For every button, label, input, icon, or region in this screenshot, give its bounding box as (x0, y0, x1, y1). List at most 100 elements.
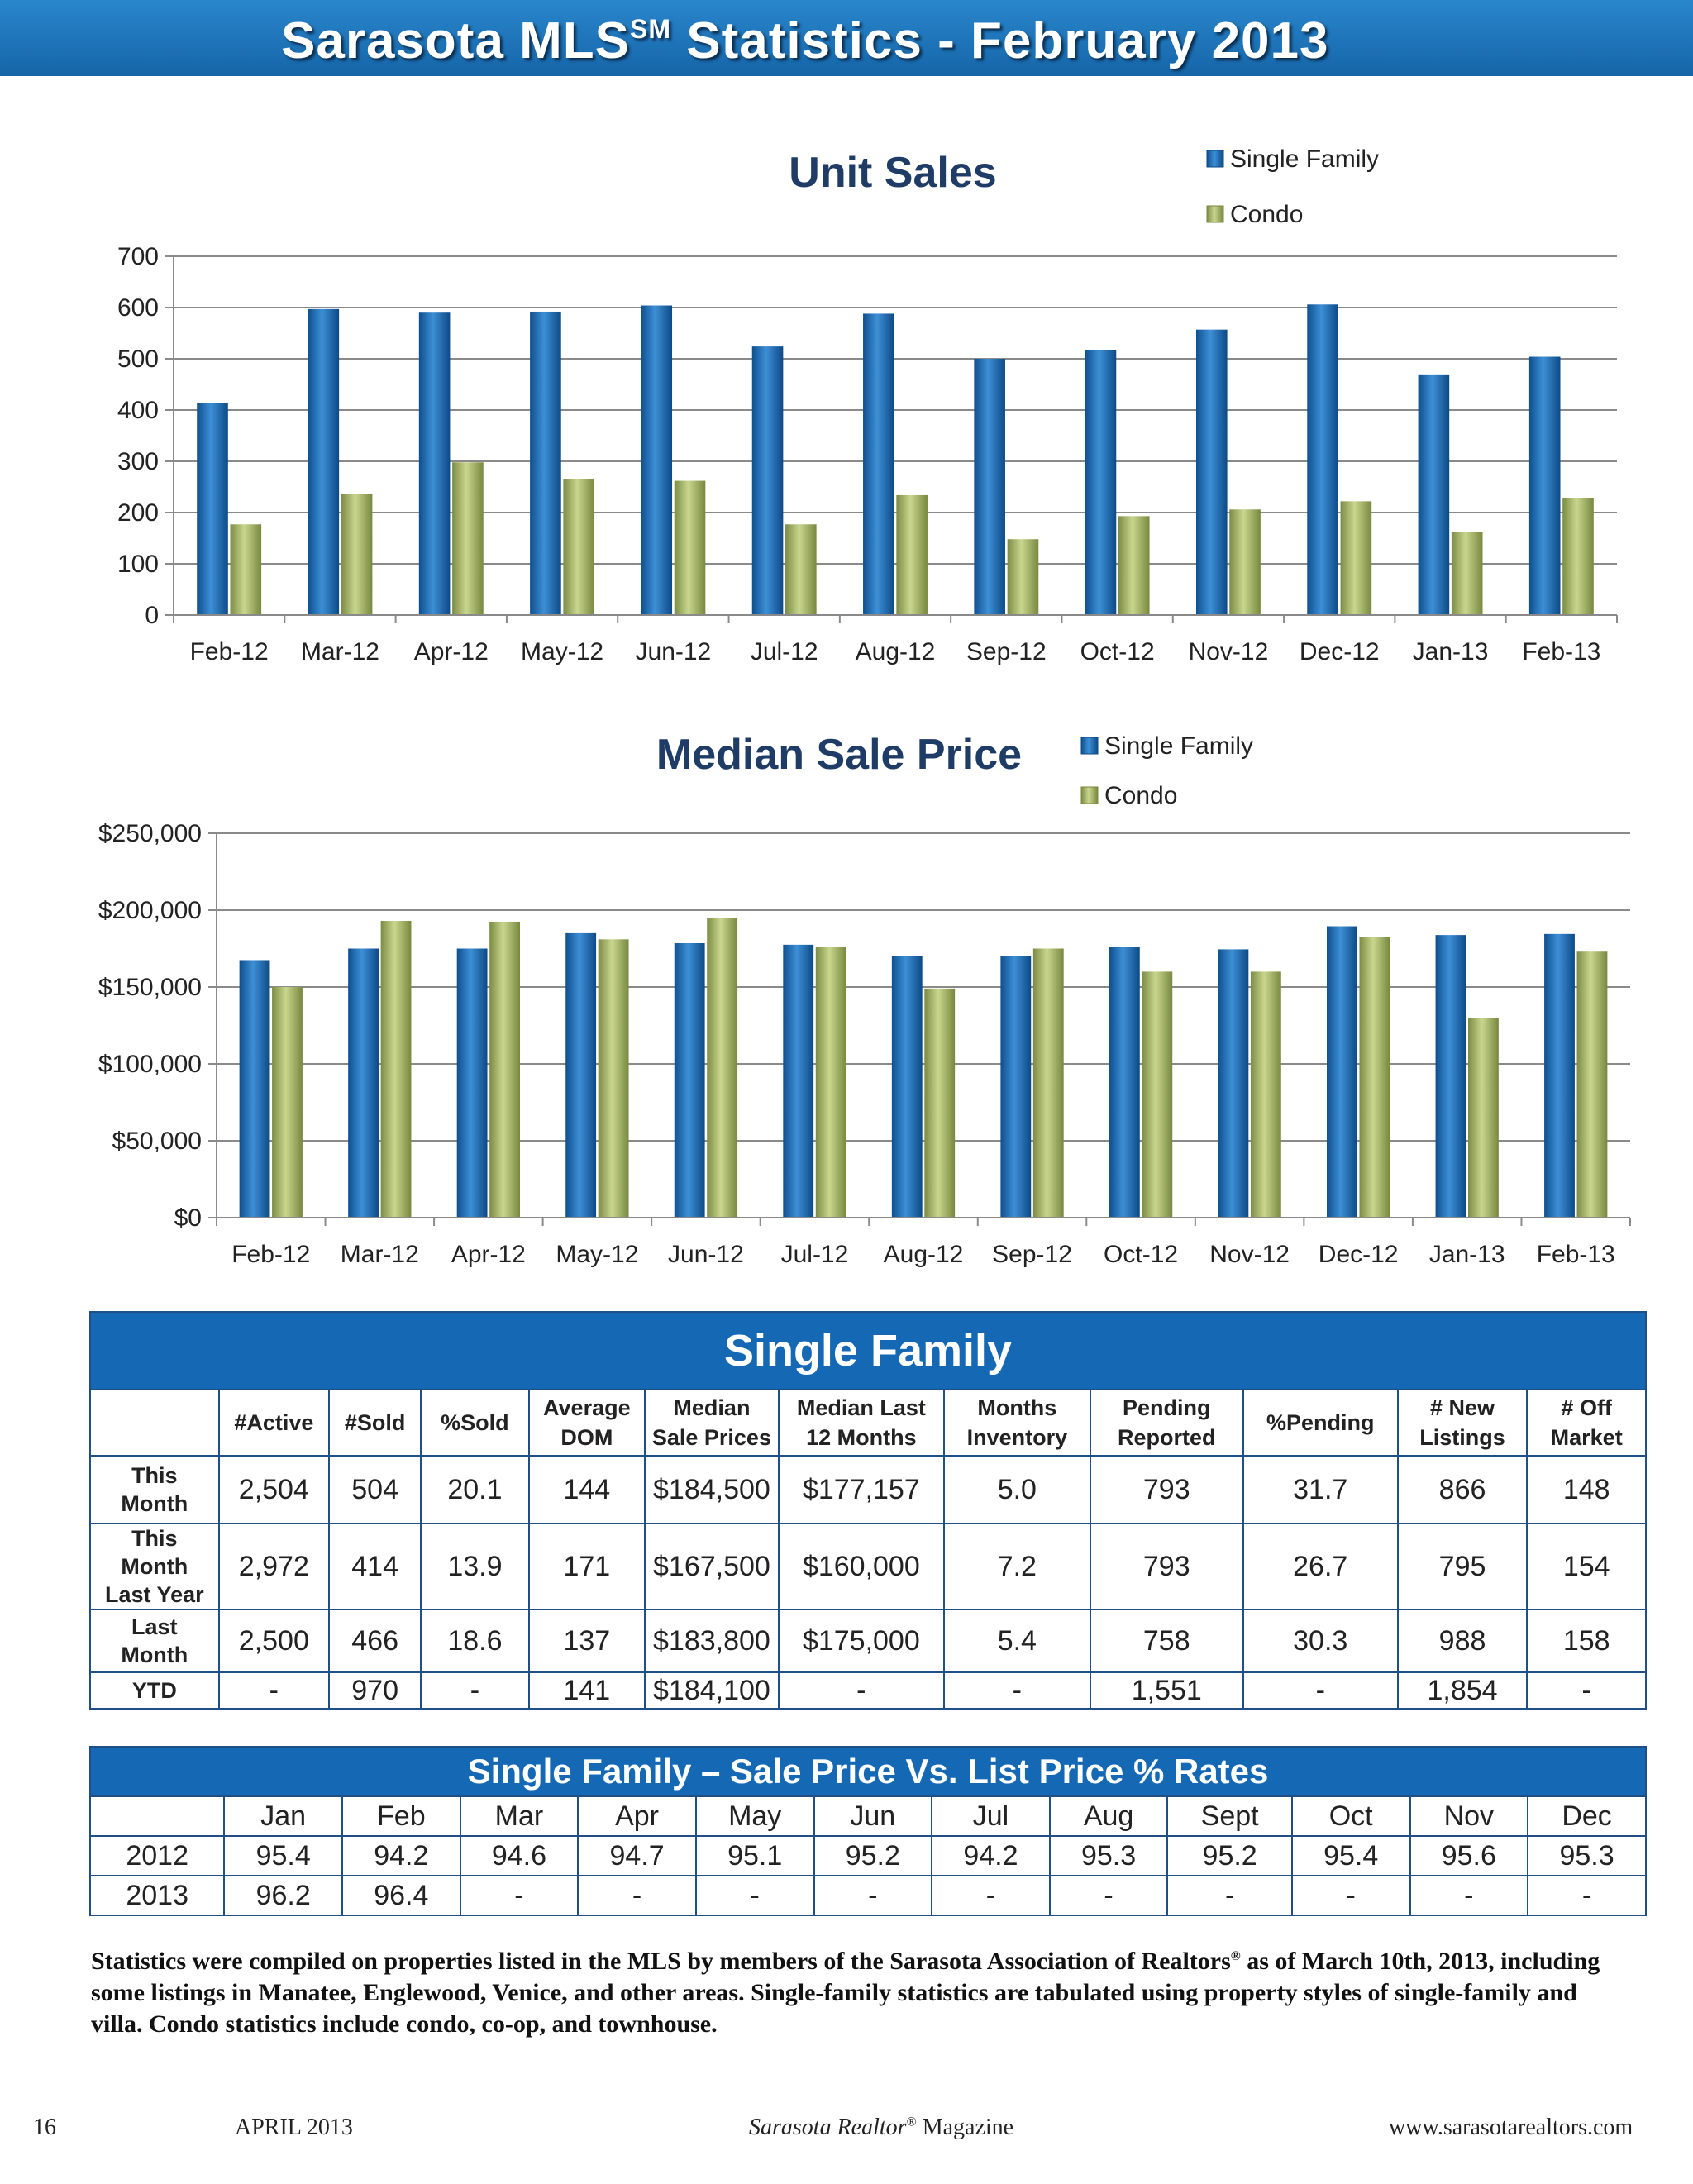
table-cell: 148 (1526, 1455, 1647, 1524)
table-cell: 158 (1526, 1609, 1647, 1673)
table-cell: 18.6 (420, 1609, 530, 1673)
column-header: Apr (577, 1795, 697, 1837)
bar-single-family: Single Family Dec-12: 189500 (1327, 926, 1357, 1218)
bar-single-family: Single Family Nov-12: 174500 (1218, 949, 1249, 1218)
row-label: Last Month (89, 1609, 220, 1673)
column-header: Feb (341, 1795, 461, 1837)
bar-condo: Condo Jun-12: 262 (674, 480, 706, 615)
table-cell: - (577, 1875, 697, 1916)
column-header: %Pending (1242, 1389, 1399, 1457)
bar-condo: Condo Feb-12: 150000 (272, 987, 303, 1218)
table-cell: 26.7 (1242, 1523, 1399, 1610)
table-cell: $183,800 (644, 1609, 780, 1673)
table-cell: 31.7 (1242, 1455, 1399, 1524)
table-cell: 5.0 (942, 1455, 1091, 1524)
y-tick-label: $250,000 (98, 820, 202, 847)
table-cell: 94.7 (577, 1835, 697, 1876)
y-tick-label: $0 (174, 1204, 202, 1232)
table-cell: 466 (328, 1609, 422, 1673)
table-cell: - (217, 1671, 331, 1710)
table-cell: 970 (328, 1671, 422, 1710)
bar-single-family: Single Family Feb-13: 504 (1528, 356, 1561, 615)
legend-swatch (1080, 786, 1099, 804)
table-row: 2012 95.4 94.2 94.6 94.7 95.1 95.2 94.2 95.3 95.2… (88, 1835, 1647, 1876)
x-tick-label: Sep-12 (966, 638, 1047, 665)
table-cell: 95.1 (694, 1835, 815, 1876)
column-header: # Off Market (1526, 1389, 1647, 1457)
column-header: Oct (1290, 1795, 1411, 1837)
table-cell: 94.2 (931, 1835, 1051, 1876)
table-cell: $177,157 (777, 1455, 945, 1524)
bar-single-family: Single Family Jan-13: 183800 (1435, 935, 1466, 1218)
column-header: Nov (1409, 1795, 1529, 1837)
table-cell: 95.6 (1409, 1835, 1529, 1876)
x-tick-label: Jan-13 (1413, 638, 1489, 665)
table-cell: 414 (328, 1523, 422, 1610)
table-cell: - (1409, 1875, 1529, 1916)
x-tick-label: Jan-13 (1429, 1241, 1505, 1268)
table-cell: 137 (527, 1609, 646, 1673)
bar-single-family: Single Family Oct-12: 176000 (1109, 947, 1140, 1218)
y-tick-label: 500 (117, 346, 159, 373)
x-tick-label: Aug-12 (856, 638, 936, 665)
bar-single-family: Single Family Jul-12: 524 (751, 346, 784, 615)
x-tick-label: Mar-12 (301, 638, 379, 665)
bar-single-family: Single Family Aug-12: 170000 (891, 956, 923, 1218)
bar-single-family: Single Family Oct-12: 517 (1085, 350, 1117, 615)
column-header: %Sold (420, 1389, 530, 1457)
table-cell: 95.3 (1527, 1835, 1647, 1876)
table-cell: 96.4 (341, 1875, 461, 1916)
table-cell: 793 (1089, 1523, 1244, 1610)
bar-condo: Condo Feb-13: 229 (1562, 498, 1594, 615)
bar-single-family: Single Family Feb-12: 167500 (239, 960, 270, 1218)
column-header: Median Sale Prices (644, 1389, 780, 1457)
bar-condo: Condo Apr-12: 192500 (489, 921, 520, 1218)
y-tick-label: 700 (117, 243, 159, 270)
x-tick-label: Apr-12 (414, 638, 489, 665)
table-cell: - (931, 1875, 1051, 1916)
column-header: #Active (217, 1389, 331, 1457)
table-cell: $160,000 (777, 1523, 945, 1610)
table-cell: 95.4 (223, 1835, 343, 1876)
column-header-blank (88, 1795, 226, 1837)
x-tick-label: Feb-12 (190, 638, 269, 665)
table-cell: 94.6 (459, 1835, 579, 1876)
bar-condo: Condo Jun-12: 195000 (707, 918, 738, 1218)
statistics-footnote: Statistics were compiled on properties l… (91, 1948, 1600, 2038)
bar-single-family: Single Family Aug-12: 588 (863, 313, 894, 615)
legend-swatch (1080, 737, 1099, 755)
x-tick-label: Dec-12 (1319, 1241, 1399, 1268)
table-cell: 1,551 (1089, 1671, 1244, 1710)
table-cell: $167,500 (644, 1523, 780, 1610)
bar-condo: Condo Nov-12: 206 (1229, 509, 1261, 615)
table-row: 2013 96.2 96.4- - - - - - - - - - (88, 1875, 1647, 1916)
y-tick-label: 300 (117, 448, 159, 475)
legend-label: Single Family (1104, 732, 1253, 760)
table-cell: - (1526, 1671, 1647, 1710)
x-tick-label: May-12 (521, 638, 603, 665)
column-header-blank (89, 1389, 220, 1457)
table-cell: - (1166, 1875, 1293, 1916)
table-cell: - (942, 1671, 1091, 1710)
y-tick-label: $200,000 (98, 897, 202, 924)
unit-sales-chart: Unit Sales 0 100 200 300 400 500 600 700 Feb-12 Si… (117, 145, 1618, 665)
bar-condo: Condo Jul-12: 176000 (815, 947, 846, 1218)
footer-issue: APRIL 2013 (235, 2115, 353, 2140)
column-header: Average DOM (527, 1389, 646, 1457)
y-tick-label: $150,000 (98, 974, 202, 1001)
footer-magazine: Sarasota Realtor® Magazine (749, 2115, 1014, 2140)
column-header: May (694, 1795, 815, 1837)
table-cell: 5.4 (942, 1609, 1091, 1673)
table-cell: - (1242, 1671, 1399, 1710)
table-cell: 95.3 (1048, 1835, 1169, 1876)
table-cell: - (1048, 1875, 1169, 1916)
bar-single-family: Single Family Apr-12: 590 (418, 312, 451, 615)
column-header: # New Listings (1396, 1389, 1528, 1457)
x-tick-label: Jul-12 (781, 1241, 849, 1268)
table-cell: - (777, 1671, 945, 1710)
y-tick-label: 200 (117, 499, 159, 527)
table-cell: - (1290, 1875, 1411, 1916)
footer-website: www.sarasotarealtors.com (1389, 2115, 1633, 2140)
legend-label: Condo (1104, 782, 1177, 809)
page-title: Sarasota MLSSM Statistics - February 201… (281, 12, 1329, 69)
